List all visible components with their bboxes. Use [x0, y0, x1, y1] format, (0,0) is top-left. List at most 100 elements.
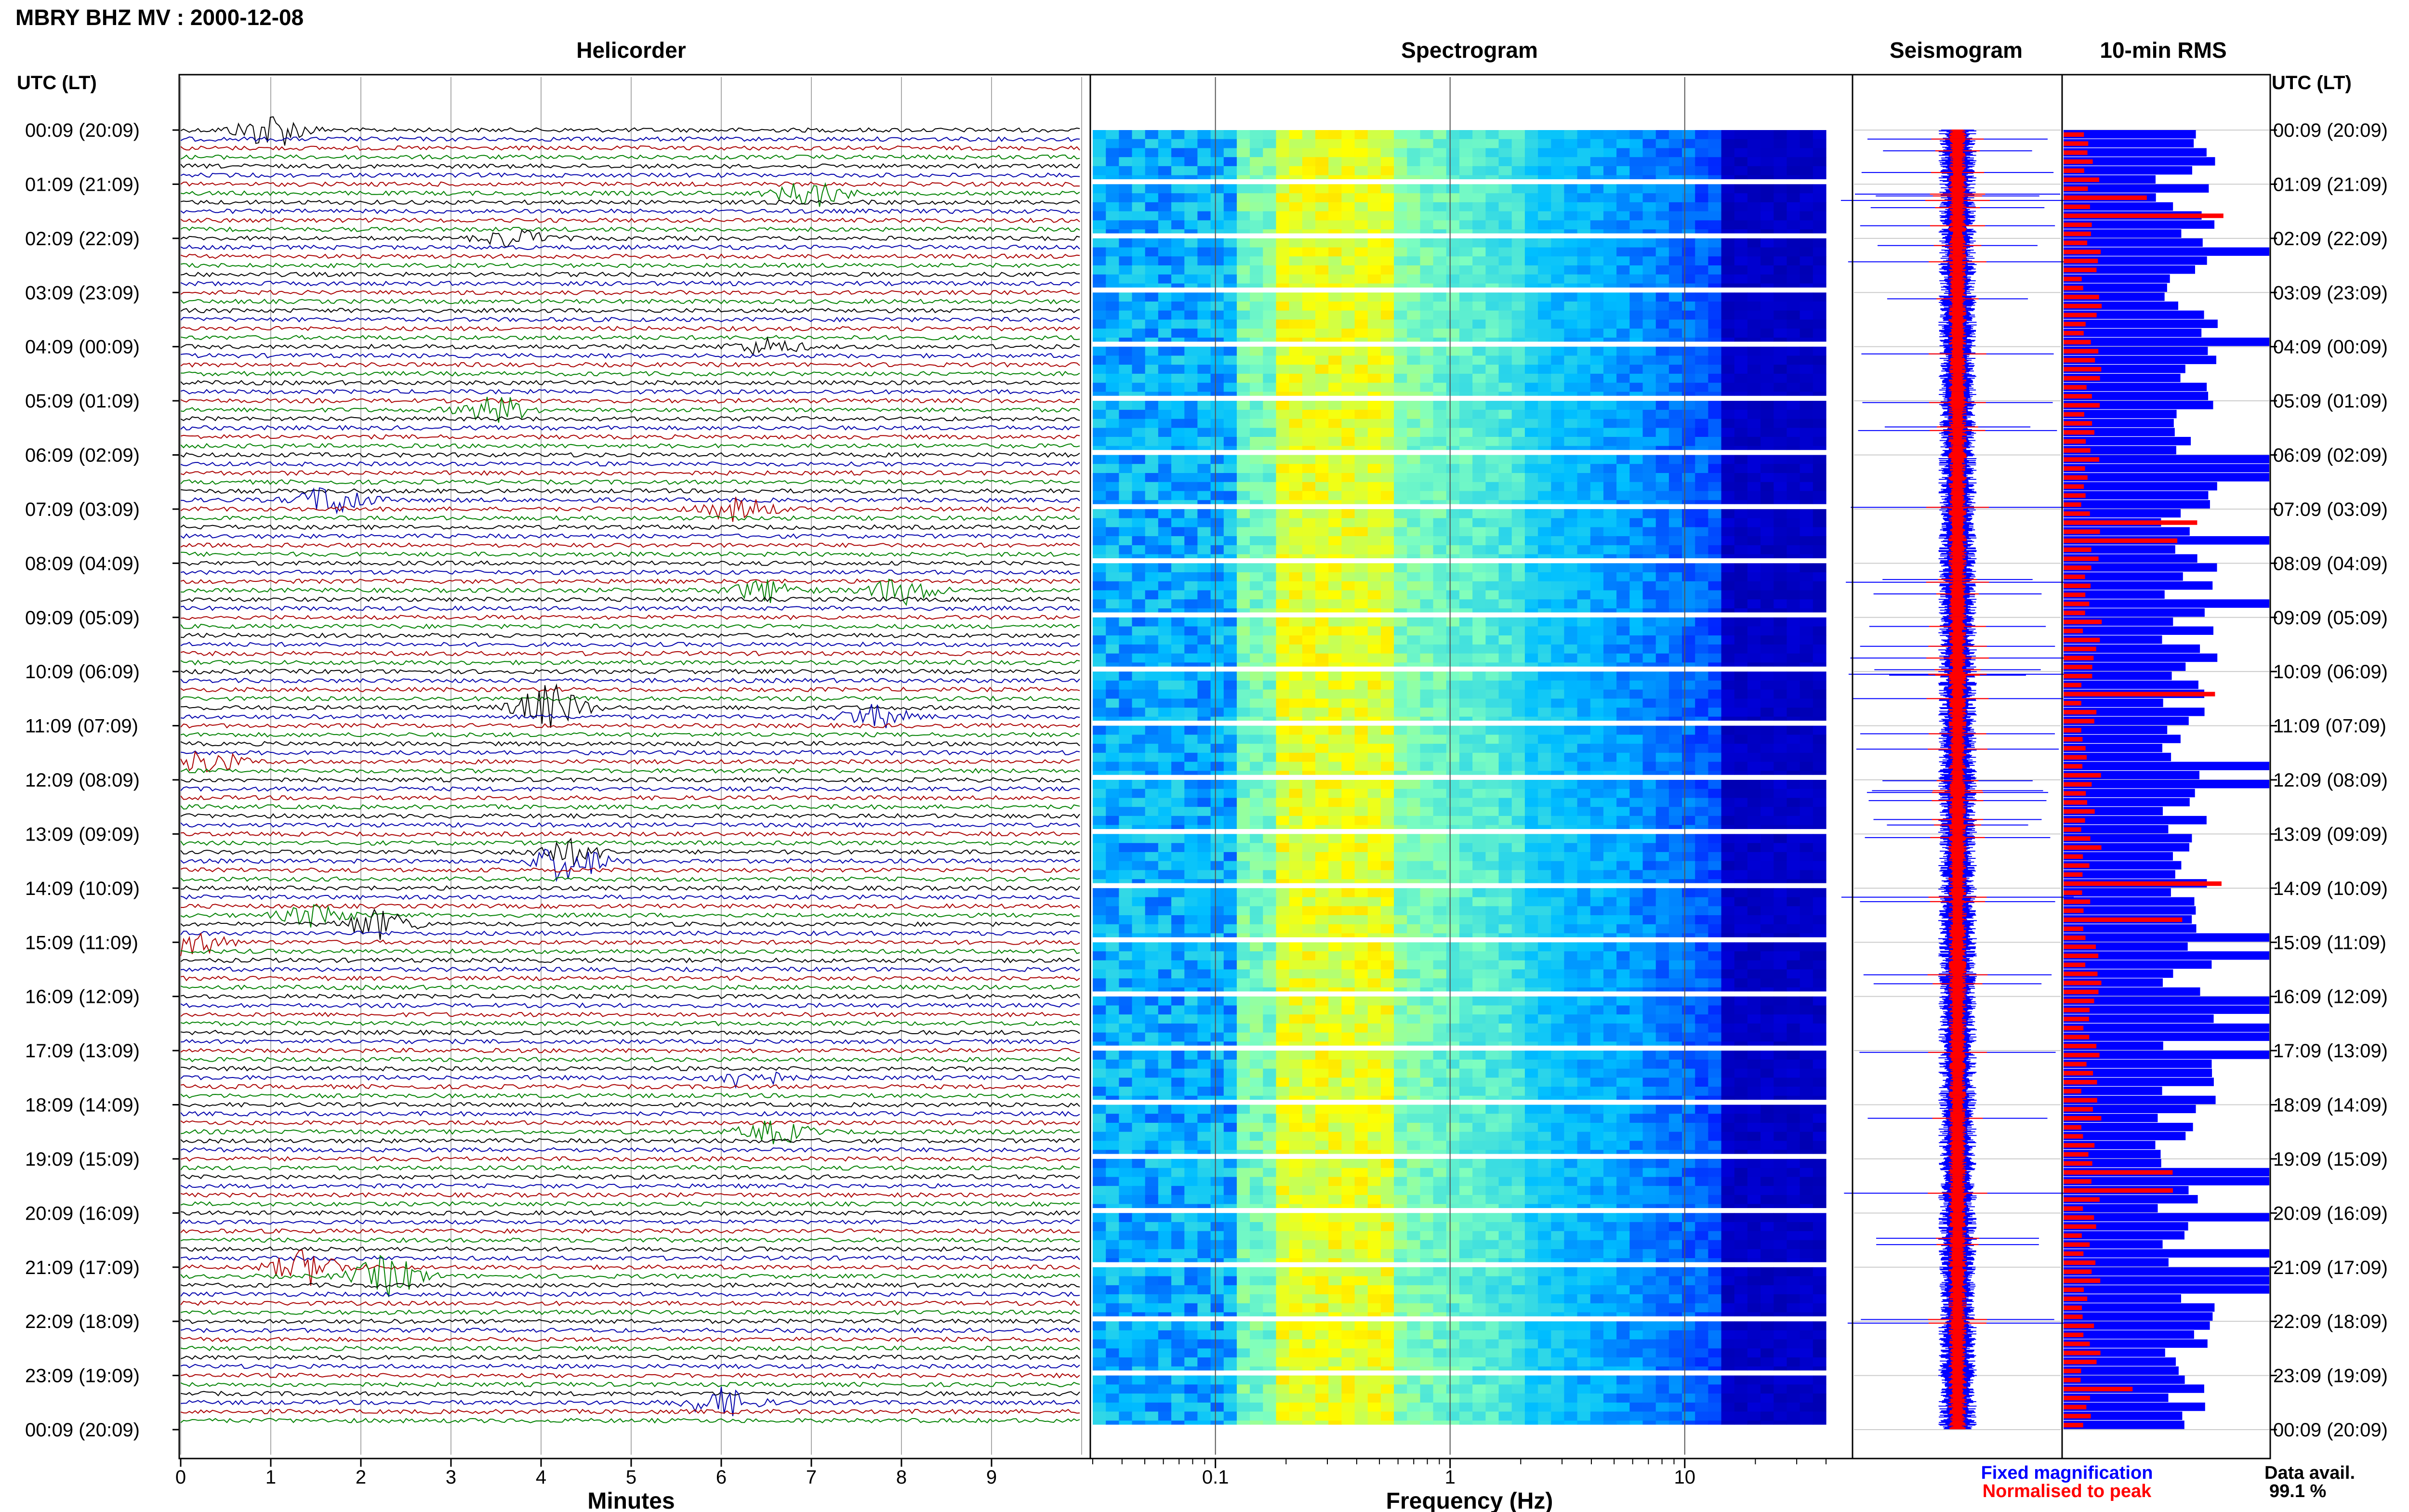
- spectrogram-cell: [1184, 437, 1198, 447]
- spectrogram-cell: [1380, 825, 1394, 829]
- spectrogram-cell: [1106, 680, 1119, 690]
- spectrogram-cell: [1302, 256, 1316, 266]
- spectrogram-cell: [1433, 238, 1447, 248]
- spectrogram-cell: [1250, 635, 1263, 645]
- spectrogram-cell: [1171, 392, 1185, 396]
- spectrogram-cell: [1774, 329, 1787, 338]
- helicorder-trace: [180, 795, 1080, 801]
- spectrogram-cell: [1237, 373, 1250, 383]
- spectrogram-cell: [1472, 482, 1486, 492]
- spectrogram-cell: [1171, 473, 1185, 483]
- spectrogram-cell: [1616, 599, 1630, 609]
- spectrogram-cell: [1210, 879, 1224, 883]
- spectrogram-cell: [1145, 148, 1159, 158]
- spectrogram-cell: [1721, 708, 1735, 717]
- spectrogram-cell: [1341, 139, 1355, 149]
- spectrogram-cell: [1420, 166, 1434, 176]
- spectrogram-cell: [1668, 870, 1682, 880]
- spectrogram-cell: [1328, 888, 1342, 898]
- spectrogram-cell: [1263, 888, 1277, 898]
- spectrogram-cell: [1708, 644, 1722, 654]
- spectrogram-cell: [1276, 292, 1290, 302]
- spectrogram-cell: [1485, 798, 1499, 807]
- spectrogram-cell: [1787, 500, 1800, 504]
- spectrogram-cell: [1145, 671, 1159, 681]
- spectrogram-cell: [1380, 834, 1394, 843]
- spectrogram-cell: [1524, 130, 1538, 140]
- spectrogram-cell: [1354, 220, 1368, 230]
- spectrogram-cell: [1158, 329, 1172, 338]
- spectrogram-cell: [1511, 464, 1525, 473]
- spectrogram-cell: [1302, 473, 1316, 483]
- spectrogram-cell: [1394, 256, 1407, 266]
- spectrogram-cell: [1485, 608, 1499, 613]
- spectrogram-cell: [1590, 455, 1604, 464]
- helicorder-trace: [180, 876, 1080, 882]
- spectrogram-cell: [1276, 744, 1290, 753]
- spectrogram-cell: [1315, 879, 1329, 883]
- spectrogram-cell: [1708, 193, 1722, 203]
- spectrogram-cell: [1616, 554, 1630, 559]
- spectrogram-cell: [1302, 581, 1316, 591]
- spectrogram-cell: [1145, 752, 1159, 763]
- spectrogram-cell: [1787, 175, 1800, 180]
- spectrogram-cell: [1197, 292, 1211, 302]
- spectrogram-cell: [1197, 644, 1211, 654]
- spectrogram-cell: [1341, 473, 1355, 483]
- spectrogram-cell: [1577, 752, 1591, 763]
- spectrogram-cell: [1800, 825, 1813, 829]
- spectrogram-cell: [1184, 888, 1198, 898]
- spectrogram-cell: [1106, 419, 1119, 428]
- spectrogram-cell: [1655, 599, 1669, 609]
- spectrogram-cell: [1341, 798, 1355, 807]
- spectrogram-cell: [1446, 302, 1460, 311]
- spectrogram-cell: [1184, 337, 1198, 342]
- spectrogram-cell: [1302, 355, 1316, 365]
- spectrogram-cell: [1655, 283, 1669, 288]
- spectrogram-cell: [1708, 771, 1722, 775]
- spectrogram-cell: [1577, 662, 1591, 667]
- spectrogram-cell: [1629, 473, 1643, 483]
- spectrogram-cell: [1250, 581, 1263, 591]
- spectrogram-cell: [1551, 617, 1565, 627]
- spectrogram-cell: [1394, 310, 1407, 320]
- spectrogram-cell: [1577, 446, 1591, 450]
- spectrogram-cell: [1341, 698, 1355, 708]
- helicorder-trace: [180, 163, 1080, 169]
- spectrogram-cell: [1223, 283, 1237, 288]
- spectrogram-cell: [1263, 752, 1277, 763]
- spectrogram-cell: [1498, 292, 1512, 302]
- spectrogram-cell: [1511, 373, 1525, 383]
- spectrogram-cell: [1524, 283, 1538, 288]
- spectrogram-cell: [1420, 888, 1434, 898]
- spectrogram-cell: [1472, 572, 1486, 582]
- spectrogram-cell: [1237, 852, 1250, 862]
- spectrogram-cell: [1289, 365, 1303, 374]
- spectrogram-cell: [1642, 725, 1656, 735]
- spectrogram-cell: [1721, 879, 1735, 883]
- spectrogram-cell: [1485, 283, 1499, 288]
- spectrogram-cell: [1524, 825, 1538, 829]
- spectrogram-cell: [1158, 130, 1172, 140]
- spectrogram-cell: [1538, 735, 1551, 744]
- spectrogram-cell: [1237, 599, 1250, 609]
- spectrogram-cell: [1367, 157, 1381, 167]
- spectrogram-cell: [1210, 771, 1224, 775]
- spectrogram-cell: [1760, 834, 1774, 843]
- spectrogram-cell: [1237, 518, 1250, 528]
- spectrogram-cell: [1668, 265, 1682, 275]
- spectrogram-cell: [1407, 346, 1421, 356]
- spectrogram-cell: [1210, 428, 1224, 437]
- spectrogram-cell: [1433, 825, 1447, 829]
- spectrogram-cell: [1616, 563, 1630, 573]
- spectrogram-cell: [1747, 265, 1761, 275]
- spectrogram-cell: [1629, 265, 1643, 275]
- spectrogram-cell: [1145, 283, 1159, 288]
- spectrogram-cell: [1511, 409, 1525, 420]
- spectrogram-cell: [1485, 834, 1499, 843]
- spectrogram-cell: [1433, 725, 1447, 735]
- spectrogram-cell: [1459, 319, 1473, 329]
- spectrogram-cell: [1459, 238, 1473, 248]
- spectrogram-cell: [1498, 184, 1512, 194]
- spectrogram-cell: [1511, 202, 1525, 212]
